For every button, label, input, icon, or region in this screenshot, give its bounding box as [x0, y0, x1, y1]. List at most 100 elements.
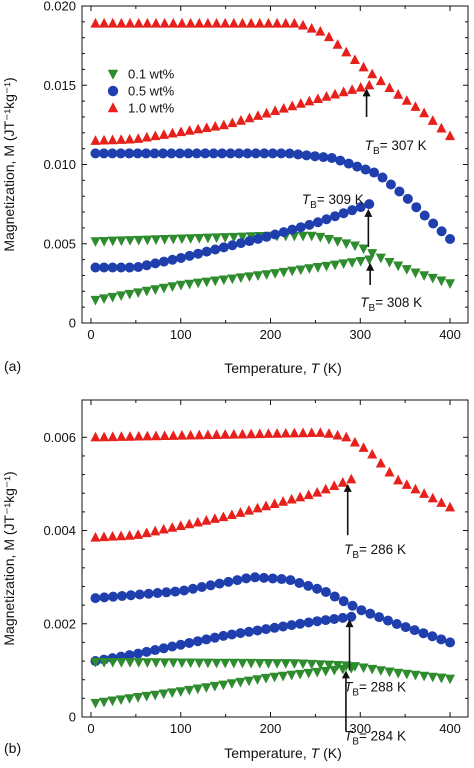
data-point [192, 516, 203, 527]
data-point [201, 122, 212, 133]
data-point [98, 294, 110, 305]
data-point [293, 149, 304, 160]
data-point [202, 233, 213, 244]
data-point [312, 487, 323, 497]
data-point [170, 586, 181, 597]
data-point [393, 474, 404, 485]
data-point [321, 214, 332, 225]
data-point [364, 79, 375, 90]
data-point [427, 672, 438, 683]
data-point [358, 442, 369, 452]
data-point [133, 17, 144, 28]
data-point [329, 665, 340, 676]
data-point [218, 511, 229, 522]
data-point [297, 19, 309, 30]
data-point [235, 238, 246, 249]
data-point [337, 664, 348, 675]
data-point [347, 258, 358, 268]
data-point [382, 615, 393, 626]
data-point [436, 226, 447, 237]
data-point [211, 233, 222, 244]
y-tick-label: 0.010 [43, 157, 76, 172]
data-point [261, 624, 272, 635]
data-point [125, 17, 136, 28]
data-point [124, 650, 135, 661]
data-point [176, 430, 187, 440]
data-point [375, 666, 386, 676]
data-point [312, 616, 323, 627]
data-point [280, 427, 291, 438]
data-point [289, 17, 300, 28]
data-point [232, 575, 243, 586]
data-point [295, 222, 306, 233]
data-point [278, 671, 289, 682]
data-point [445, 279, 456, 289]
series-0-5-wt-fc [90, 572, 456, 648]
data-point [201, 634, 212, 645]
data-point [315, 427, 326, 437]
data-point [167, 282, 178, 292]
data-point [295, 98, 306, 108]
data-point [142, 658, 153, 668]
data-point [246, 658, 257, 669]
data-point [419, 488, 430, 498]
data-point [149, 148, 160, 159]
data-point [99, 17, 110, 28]
data-point [304, 219, 315, 230]
data-point [228, 17, 239, 28]
data-point [410, 483, 421, 494]
data-point [116, 431, 127, 441]
data-point [218, 242, 229, 253]
data-point [401, 265, 412, 275]
data-point [355, 256, 366, 267]
data-point [349, 241, 360, 252]
data-point [184, 279, 195, 290]
data-point [184, 637, 195, 648]
data-point [243, 504, 255, 515]
data-point [329, 613, 340, 624]
data-point [394, 186, 405, 197]
data-point [289, 659, 300, 669]
legend-marker [107, 85, 119, 97]
data-point [427, 115, 438, 125]
data-point [295, 491, 306, 502]
data-point [201, 515, 212, 525]
annotation-label: TB= 309 K [302, 192, 364, 211]
data-point [132, 148, 143, 159]
data-point [267, 148, 278, 159]
data-point [90, 431, 101, 442]
data-point [318, 152, 329, 163]
data-point [209, 681, 220, 692]
data-point [116, 236, 127, 247]
data-point [338, 596, 349, 607]
data-point [141, 646, 152, 657]
data-point [329, 260, 341, 271]
data-point [252, 502, 263, 513]
y-tick-label: 0.020 [43, 0, 76, 14]
data-point [276, 574, 287, 585]
data-point [194, 429, 205, 440]
data-point [184, 125, 195, 135]
data-point [150, 258, 161, 269]
data-point [184, 518, 195, 529]
data-point [150, 235, 162, 245]
annotation-label: TB= 308 K [360, 295, 422, 314]
data-point [143, 588, 154, 599]
x-tick-label: 400 [439, 721, 461, 736]
data-point [159, 658, 170, 668]
data-point [194, 17, 205, 28]
data-point [375, 253, 386, 264]
data-point [330, 211, 341, 222]
data-point [297, 427, 309, 438]
data-point [90, 237, 101, 247]
data-point [312, 217, 323, 228]
data-point [226, 509, 237, 520]
data-point [150, 690, 161, 701]
panel-label: (a) [4, 358, 21, 374]
data-point [358, 663, 369, 674]
data-point [384, 82, 395, 93]
data-point [116, 658, 127, 668]
data-point [303, 668, 314, 679]
data-point [367, 448, 378, 459]
series-1-0-wt-fc [90, 17, 456, 141]
